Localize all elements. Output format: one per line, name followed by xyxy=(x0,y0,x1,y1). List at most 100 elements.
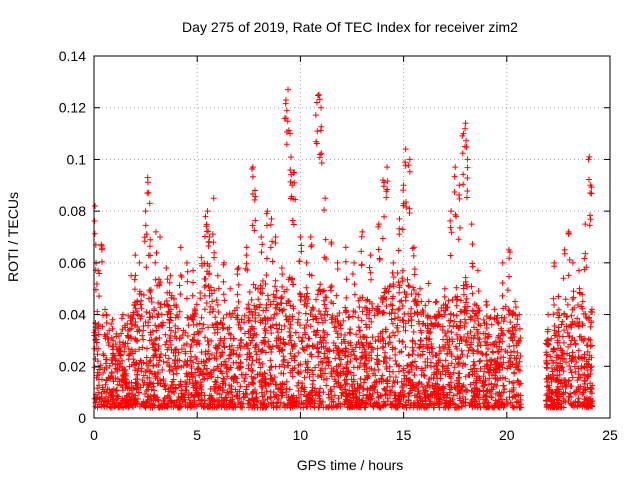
data-point xyxy=(476,388,483,395)
data-point xyxy=(330,300,337,307)
data-point xyxy=(144,367,151,374)
data-point xyxy=(260,337,267,344)
data-point xyxy=(544,403,551,410)
data-point xyxy=(303,303,310,310)
data-point xyxy=(513,360,520,367)
data-point xyxy=(571,304,578,311)
data-point xyxy=(569,295,576,302)
data-point xyxy=(555,324,562,331)
plot-frame xyxy=(93,55,611,419)
data-point xyxy=(333,404,340,411)
data-point xyxy=(367,393,374,400)
data-point xyxy=(440,404,447,411)
x-axis-title: GPS time / hours xyxy=(297,457,404,473)
data-point xyxy=(187,348,194,355)
data-point xyxy=(480,396,487,403)
data-point xyxy=(253,351,260,358)
data-point xyxy=(211,378,218,385)
data-point xyxy=(321,312,328,319)
data-point xyxy=(399,278,406,285)
data-point xyxy=(244,400,251,407)
data-point xyxy=(96,293,103,300)
data-point xyxy=(318,315,325,322)
data-point xyxy=(161,395,168,402)
data-point xyxy=(344,371,351,378)
data-point xyxy=(516,311,523,318)
data-point xyxy=(211,330,218,337)
data-point xyxy=(106,386,113,393)
data-point xyxy=(315,319,322,326)
data-point xyxy=(207,399,214,406)
data-point xyxy=(427,329,434,336)
data-point xyxy=(210,239,217,246)
data-point xyxy=(107,374,114,381)
data-point xyxy=(358,248,365,255)
data-point xyxy=(333,363,340,370)
data-point xyxy=(302,358,309,365)
data-point xyxy=(208,351,215,358)
data-point xyxy=(262,376,269,383)
data-point xyxy=(131,396,138,403)
data-point xyxy=(461,309,468,316)
data-point xyxy=(562,359,569,366)
data-point xyxy=(296,370,303,377)
data-point xyxy=(584,374,591,381)
data-point xyxy=(158,311,165,318)
data-point xyxy=(310,371,317,378)
data-point xyxy=(104,404,111,411)
data-point xyxy=(317,334,324,341)
data-point xyxy=(460,171,467,178)
data-point xyxy=(245,397,252,404)
data-point xyxy=(366,352,373,359)
data-point xyxy=(306,335,313,342)
data-point xyxy=(214,320,221,327)
data-point xyxy=(374,345,381,352)
data-point xyxy=(210,195,217,202)
data-point xyxy=(487,314,494,321)
data-point xyxy=(459,150,466,157)
data-point xyxy=(215,309,222,316)
data-point xyxy=(358,353,365,360)
data-point xyxy=(488,321,495,328)
data-point xyxy=(381,358,388,365)
data-point xyxy=(447,386,454,393)
data-point xyxy=(421,387,428,394)
data-point xyxy=(570,288,577,295)
data-point xyxy=(342,244,349,251)
y-axis-title: ROTI / TECUs xyxy=(5,192,21,282)
data-point xyxy=(425,344,431,351)
data-point xyxy=(325,362,332,369)
data-point xyxy=(469,371,476,378)
data-point xyxy=(584,366,591,373)
data-point xyxy=(460,181,467,188)
data-point xyxy=(544,383,551,390)
data-point xyxy=(138,305,145,312)
data-point xyxy=(587,336,594,343)
data-point xyxy=(489,348,496,355)
data-point xyxy=(517,353,524,360)
data-point xyxy=(572,390,579,397)
data-point xyxy=(402,159,409,166)
y-tick-label: 0.14 xyxy=(59,48,86,64)
data-point xyxy=(411,310,418,317)
data-point xyxy=(502,303,509,310)
data-point xyxy=(368,276,375,283)
data-point xyxy=(425,280,432,287)
data-point xyxy=(267,244,274,251)
data-point xyxy=(379,298,386,305)
data-point xyxy=(405,351,412,358)
data-point xyxy=(483,363,490,370)
data-point xyxy=(132,305,139,312)
data-point xyxy=(507,399,514,406)
data-point xyxy=(483,357,490,364)
data-point xyxy=(271,311,278,318)
data-point xyxy=(428,392,435,399)
data-point xyxy=(93,281,100,288)
data-point xyxy=(585,176,592,183)
data-point xyxy=(411,402,418,409)
data-point xyxy=(454,345,461,352)
data-point xyxy=(574,315,581,322)
data-point xyxy=(394,269,401,276)
data-point xyxy=(391,315,398,322)
